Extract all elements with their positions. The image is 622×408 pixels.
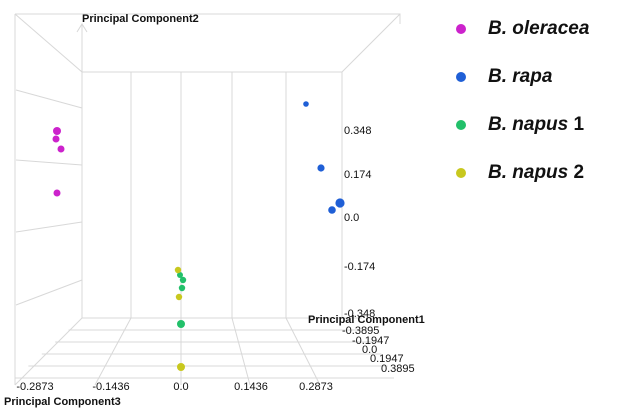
x-tick-label: 0.2873 xyxy=(299,381,333,393)
z-tick-label: 0.0 xyxy=(362,344,377,356)
legend-swatch xyxy=(456,23,466,34)
legend-label: B. oleracea xyxy=(488,17,590,39)
legend-swatch xyxy=(456,167,466,178)
x-tick-label: -0.1436 xyxy=(92,381,129,393)
data-point xyxy=(174,266,182,274)
x-tick-label: 0.0 xyxy=(173,381,188,393)
y-tick-label: -0.348 xyxy=(344,308,375,320)
data-point xyxy=(303,101,309,107)
y-tick-label: 0.174 xyxy=(344,169,372,181)
z-tick-label: 0.3895 xyxy=(381,363,415,375)
axis-titles: Principal Component2 Principal Component1… xyxy=(4,13,425,408)
legend-swatch xyxy=(456,119,466,130)
data-point xyxy=(177,320,185,328)
data-point xyxy=(53,127,61,135)
legend-item: B. napus 2 xyxy=(456,162,589,183)
data-point xyxy=(52,135,60,143)
z-axis-title: Principal Component1 xyxy=(308,314,425,326)
y-tick-label: 0.348 xyxy=(344,125,372,137)
z-tick-label: 0.1947 xyxy=(370,353,404,365)
z-tick-label: -0.3895 xyxy=(342,325,379,337)
data-point xyxy=(328,206,336,214)
legend-label: B. napus 2 xyxy=(488,161,585,183)
legend-label: B. napus 1 xyxy=(488,113,585,135)
tick-labels: -0.2873 -0.1436 0.0 0.1436 0.2873 -0.348 -0.17… xyxy=(16,125,414,393)
data-point xyxy=(175,293,183,301)
legend-label: B. rapa xyxy=(488,65,553,87)
data-point xyxy=(317,164,325,172)
legend-item: B. rapa xyxy=(456,66,589,87)
data-point xyxy=(179,276,187,284)
legend-item: B. oleracea xyxy=(456,18,589,39)
data-point xyxy=(177,363,185,371)
y-axis-title: Principal Component2 xyxy=(82,13,199,25)
x-axis-title: Principal Component3 xyxy=(4,396,121,408)
data-point xyxy=(53,189,61,197)
data-points xyxy=(52,101,345,371)
z-tick-label: -0.1947 xyxy=(352,335,389,347)
y-tick-label: -0.174 xyxy=(344,261,375,273)
data-point xyxy=(57,145,65,153)
legend: B. oleracea B. rapa B. napus 1 B. napus 2 xyxy=(456,18,589,210)
data-point xyxy=(177,272,183,278)
x-tick-label: 0.1436 xyxy=(234,381,268,393)
legend-swatch xyxy=(456,71,466,82)
y-tick-label: 0.0 xyxy=(344,212,359,224)
plot-grid xyxy=(14,13,401,386)
data-point xyxy=(335,198,345,208)
legend-item: B. napus 1 xyxy=(456,114,589,135)
data-point xyxy=(178,284,186,292)
x-tick-label: -0.2873 xyxy=(16,381,53,393)
